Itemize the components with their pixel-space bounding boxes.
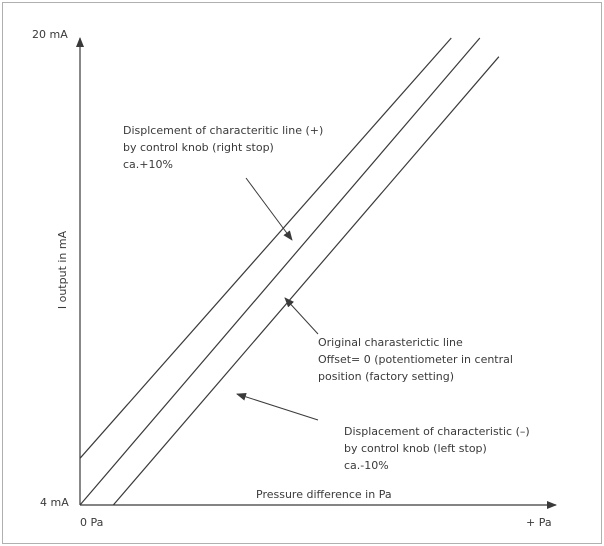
- annotation-original-line-3: position (factory setting): [318, 370, 454, 383]
- y-tick-bottom: 4 mA: [40, 496, 69, 509]
- annotation-lower-line-1: Displacement of characteristic (–): [344, 425, 530, 438]
- annotation-original-line-1: Original charasterictic line: [318, 336, 463, 349]
- x-tick-right: + Pa: [526, 516, 552, 529]
- series-group: [79, 37, 500, 506]
- annotation-lower: Displacement of characteristic (–) by co…: [236, 392, 530, 472]
- annotation-original: Original charasterictic line Offset= 0 (…: [284, 297, 513, 383]
- annotation-lower-line-3: ca.-10%: [344, 459, 389, 472]
- x-axis-label: Pressure difference in Pa: [256, 488, 392, 501]
- series-line-original: [79, 37, 481, 506]
- x-tick-left: 0 Pa: [80, 516, 103, 529]
- y-axis-label: I output in mA: [56, 230, 69, 309]
- annotation-upper-arrow: [245, 177, 293, 241]
- annotation-lower-arrow: [236, 392, 319, 421]
- series-line-plus: [79, 37, 452, 459]
- annotation-upper-line-2: by control knob (right stop): [123, 141, 274, 154]
- series-line-minus: [112, 56, 500, 506]
- annotation-original-arrow: [284, 297, 319, 335]
- annotation-upper-line-1: Displcement of characteritic line (+): [123, 124, 323, 137]
- annotation-upper: Displcement of characteritic line (+) by…: [123, 124, 323, 241]
- annotation-upper-line-3: ca.+10%: [123, 158, 173, 171]
- annotation-original-line-2: Offset= 0 (potentiometer in central: [318, 353, 513, 366]
- annotation-lower-line-2: by control knob (left stop): [344, 442, 487, 455]
- y-tick-top: 20 mA: [32, 28, 68, 41]
